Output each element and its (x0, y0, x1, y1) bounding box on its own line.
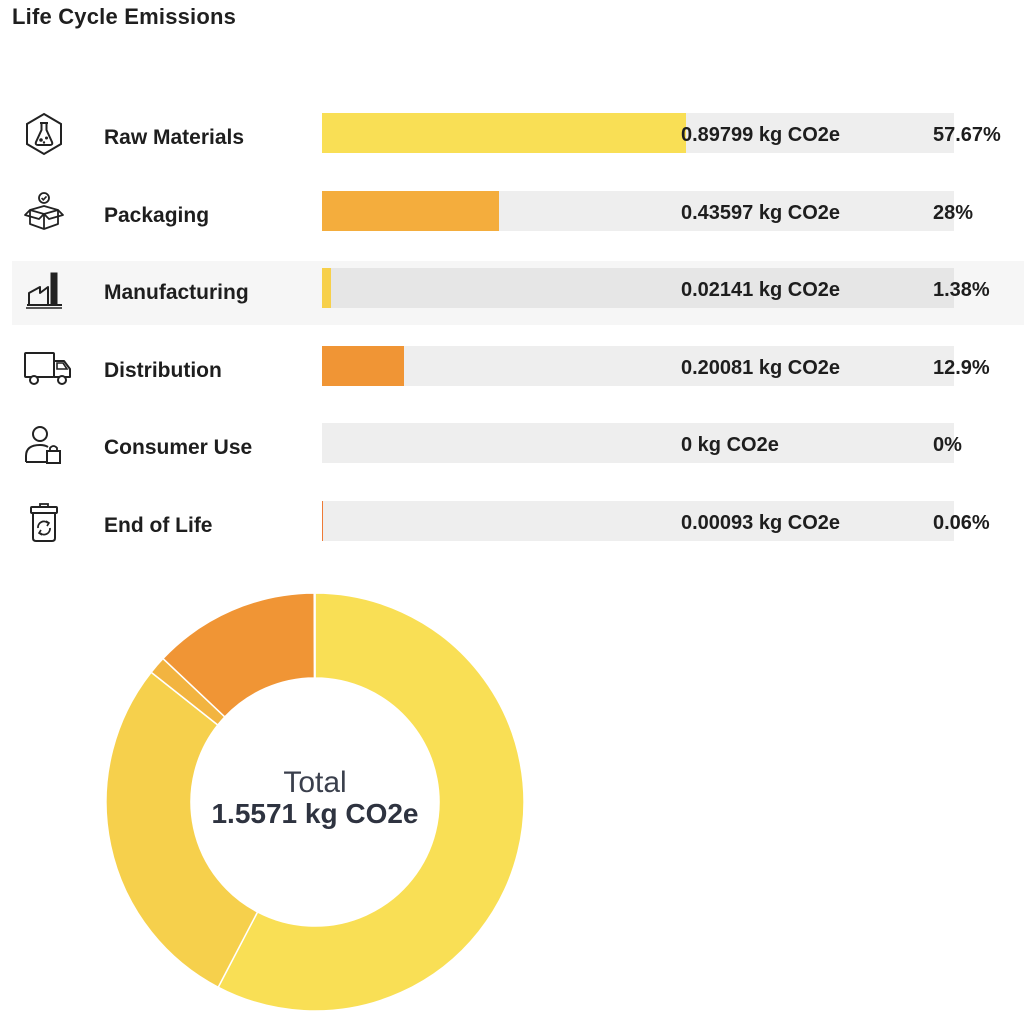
row-percent: 28% (933, 201, 974, 224)
bar-track (322, 423, 954, 463)
emissions-bar-list: Raw Materials 0.89799 kg CO2e 57.67% Pac… (0, 102, 1024, 567)
row-percent: 0.06% (933, 511, 990, 534)
donut-slice-raw-materials (217, 592, 525, 1012)
row-value: 0.89799 kg CO2e (681, 124, 840, 146)
donut-center-total: 1.5571 kg CO2e (211, 798, 419, 829)
flask-icon (22, 112, 66, 156)
bar-manufacturing (322, 268, 331, 308)
row-percent: 1.38% (933, 279, 990, 301)
factory-icon (22, 267, 66, 311)
row-label: End of Life (104, 513, 213, 537)
truck-icon (22, 345, 71, 389)
row-label: Distribution (104, 358, 222, 382)
bar-track (322, 345, 954, 386)
row-value: 0.02141 kg CO2e (681, 279, 840, 301)
row-value: 0.43597 kg CO2e (681, 201, 840, 224)
emission-row-manufacturing: Manufacturing 0.02141 kg CO2e 1.38% (0, 257, 1024, 335)
row-label: Manufacturing (104, 281, 249, 304)
emission-row-consumer-use: Consumer Use 0 kg CO2e 0% (0, 412, 1024, 490)
row-percent: 12.9% (933, 356, 990, 379)
donut-slice-end-of-life (313, 592, 316, 679)
bar-track (322, 500, 954, 541)
emission-row-packaging: Packaging 0.43597 kg CO2e 28% (0, 180, 1024, 258)
user-bag-icon (22, 422, 66, 466)
row-label: Raw Materials (104, 126, 245, 149)
row-label: Packaging (104, 203, 210, 227)
emission-row-end-of-life: End of Life 0.00093 kg CO2e 0.06% (0, 490, 1024, 568)
row-percent: 57.67% (933, 124, 1001, 146)
row-value: 0.20081 kg CO2e (681, 356, 840, 379)
bar-end-of-life (322, 500, 324, 541)
page-title: Life Cycle Emissions (12, 4, 237, 29)
bar-track (322, 113, 954, 153)
bar-distribution (322, 345, 404, 386)
row-label: Consumer Use (104, 436, 253, 459)
row-value: 0.00093 kg CO2e (681, 511, 840, 534)
bar-raw-materials (322, 113, 687, 153)
recycle-bin-icon (22, 500, 66, 544)
emission-row-raw-materials: Raw Materials 0.89799 kg CO2e 57.67% (0, 102, 1024, 180)
row-value: 0 kg CO2e (681, 434, 779, 456)
row-percent: 0% (933, 434, 962, 456)
emission-row-distribution: Distribution 0.20081 kg CO2e 12.9% (0, 335, 1024, 413)
emissions-donut-chart (105, 592, 525, 1012)
box-icon (22, 190, 66, 234)
bar-track (322, 268, 954, 308)
donut-slice-packaging (105, 671, 259, 989)
donut-center-label: Total (283, 766, 347, 799)
bar-packaging (322, 190, 499, 231)
bar-track (322, 190, 954, 231)
